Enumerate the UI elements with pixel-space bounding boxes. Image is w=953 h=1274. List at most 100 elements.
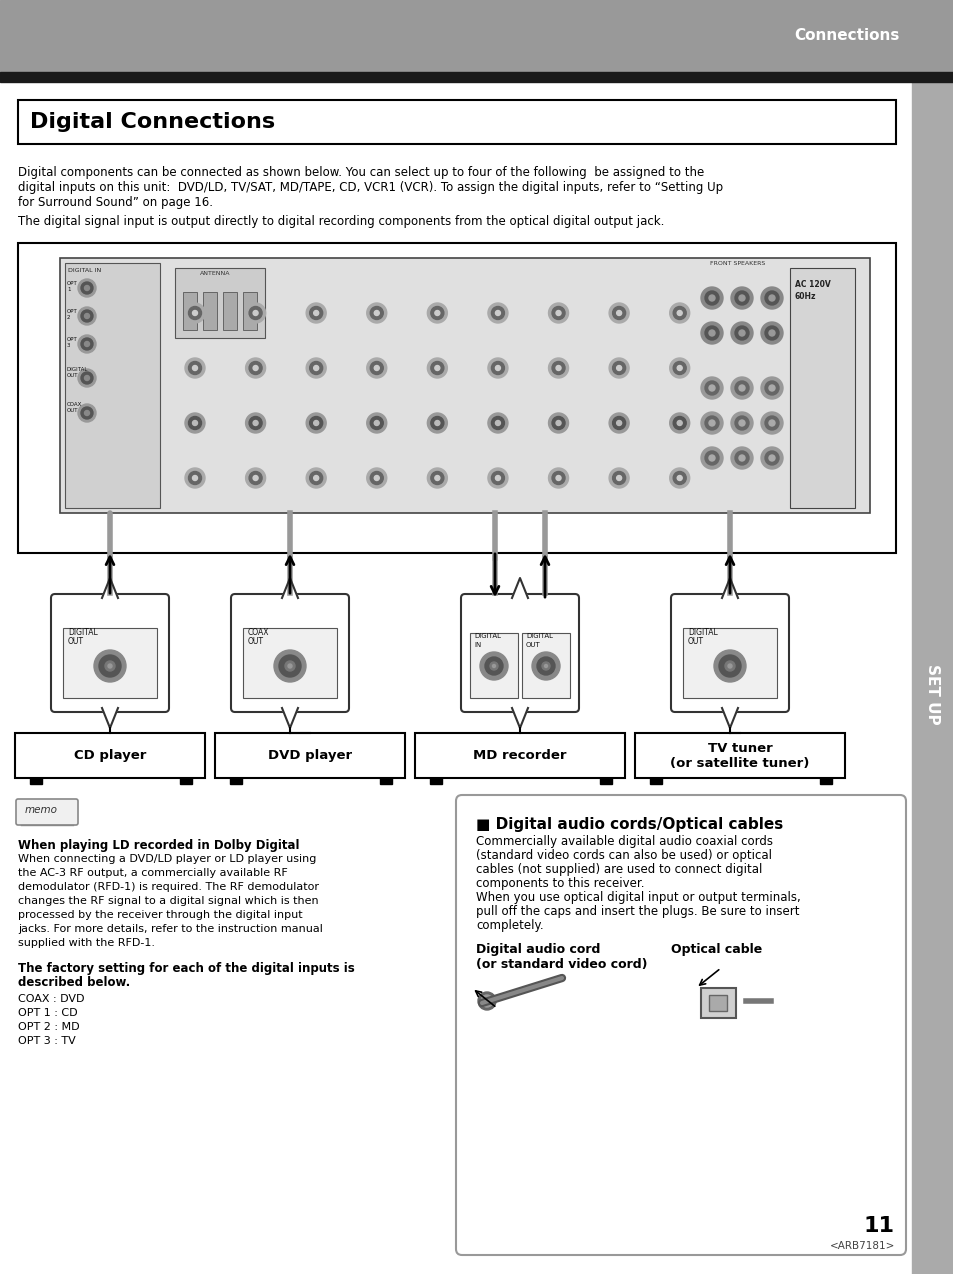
Circle shape — [495, 475, 500, 480]
Text: 60Hz: 60Hz — [794, 292, 816, 301]
Circle shape — [700, 377, 722, 399]
Circle shape — [673, 417, 685, 429]
Circle shape — [314, 366, 318, 371]
Text: AC 120V: AC 120V — [794, 280, 830, 289]
Circle shape — [495, 366, 500, 371]
Polygon shape — [282, 578, 297, 598]
Circle shape — [537, 657, 555, 675]
Circle shape — [616, 311, 621, 316]
Text: digital inputs on this unit:  DVD/LD, TV/SAT, MD/TAPE, CD, VCR1 (VCR). To assign: digital inputs on this unit: DVD/LD, TV/… — [18, 181, 722, 194]
Text: When you use optical digital input or output terminals,: When you use optical digital input or ou… — [476, 891, 800, 905]
Circle shape — [487, 303, 507, 324]
Circle shape — [700, 447, 722, 469]
Polygon shape — [721, 708, 738, 727]
Circle shape — [495, 311, 500, 316]
Circle shape — [193, 420, 197, 426]
Circle shape — [768, 385, 774, 391]
Circle shape — [81, 372, 92, 383]
Circle shape — [427, 413, 447, 433]
Circle shape — [734, 417, 748, 431]
Circle shape — [669, 303, 689, 324]
Circle shape — [185, 303, 205, 324]
Bar — [635, 733, 844, 778]
Circle shape — [548, 413, 568, 433]
Polygon shape — [102, 708, 118, 727]
Circle shape — [492, 665, 495, 668]
Circle shape — [764, 381, 779, 395]
Text: Commercially available digital audio coaxial cords: Commercially available digital audio coa… — [476, 834, 772, 848]
Text: supplied with the RFD-1.: supplied with the RFD-1. — [18, 938, 154, 948]
Bar — [223, 292, 236, 330]
Circle shape — [78, 279, 96, 297]
Circle shape — [708, 455, 714, 461]
Circle shape — [724, 661, 734, 671]
Circle shape — [700, 412, 722, 434]
Circle shape — [427, 468, 447, 488]
Bar — [203, 292, 216, 330]
Circle shape — [81, 282, 92, 294]
Circle shape — [768, 330, 774, 336]
Circle shape — [431, 417, 443, 429]
Circle shape — [310, 417, 322, 429]
Circle shape — [673, 307, 685, 320]
Bar — [65, 262, 160, 508]
Circle shape — [366, 358, 386, 378]
Text: OUT: OUT — [248, 637, 264, 646]
Circle shape — [480, 995, 493, 1006]
Bar — [430, 778, 441, 784]
Circle shape — [764, 290, 779, 304]
Bar — [789, 268, 854, 508]
Circle shape — [427, 303, 447, 324]
Text: OPT
3: OPT 3 — [67, 338, 77, 348]
Polygon shape — [282, 708, 297, 727]
Circle shape — [78, 369, 96, 387]
Bar — [230, 778, 242, 784]
Circle shape — [730, 322, 752, 344]
Circle shape — [431, 307, 443, 320]
FancyBboxPatch shape — [460, 594, 578, 712]
Circle shape — [495, 420, 500, 426]
Circle shape — [734, 451, 748, 465]
Bar — [911, 82, 953, 1274]
Circle shape — [677, 420, 681, 426]
Circle shape — [487, 358, 507, 378]
Text: the AC-3 RF output, a commercially available RF: the AC-3 RF output, a commercially avail… — [18, 868, 288, 878]
Circle shape — [366, 468, 386, 488]
Text: DVD player: DVD player — [268, 749, 352, 762]
Circle shape — [491, 307, 504, 320]
Polygon shape — [512, 708, 527, 727]
Circle shape — [760, 287, 782, 310]
Circle shape — [105, 661, 115, 671]
Bar — [0, 0, 953, 73]
Circle shape — [245, 303, 265, 324]
Circle shape — [435, 420, 439, 426]
Circle shape — [249, 417, 262, 429]
Circle shape — [253, 475, 258, 480]
Circle shape — [78, 307, 96, 325]
Circle shape — [700, 287, 722, 310]
Circle shape — [490, 662, 497, 670]
Circle shape — [81, 310, 92, 322]
Circle shape — [431, 362, 443, 375]
Text: changes the RF signal to a digital signal which is then: changes the RF signal to a digital signa… — [18, 896, 318, 906]
Circle shape — [760, 377, 782, 399]
Text: When connecting a DVD/LD player or LD player using: When connecting a DVD/LD player or LD pl… — [18, 854, 316, 864]
Circle shape — [700, 322, 722, 344]
Circle shape — [374, 366, 379, 371]
Bar — [180, 778, 192, 784]
Circle shape — [730, 412, 752, 434]
Bar — [60, 259, 869, 513]
Circle shape — [491, 417, 504, 429]
Circle shape — [790, 287, 812, 310]
Circle shape — [713, 650, 745, 682]
Text: jacks. For more details, refer to the instruction manual: jacks. For more details, refer to the in… — [18, 924, 322, 934]
Text: OUT: OUT — [68, 637, 84, 646]
Circle shape — [435, 366, 439, 371]
Circle shape — [366, 413, 386, 433]
Polygon shape — [512, 578, 527, 598]
Circle shape — [734, 326, 748, 340]
Circle shape — [245, 413, 265, 433]
Circle shape — [704, 451, 719, 465]
Circle shape — [828, 330, 834, 336]
Circle shape — [370, 362, 383, 375]
